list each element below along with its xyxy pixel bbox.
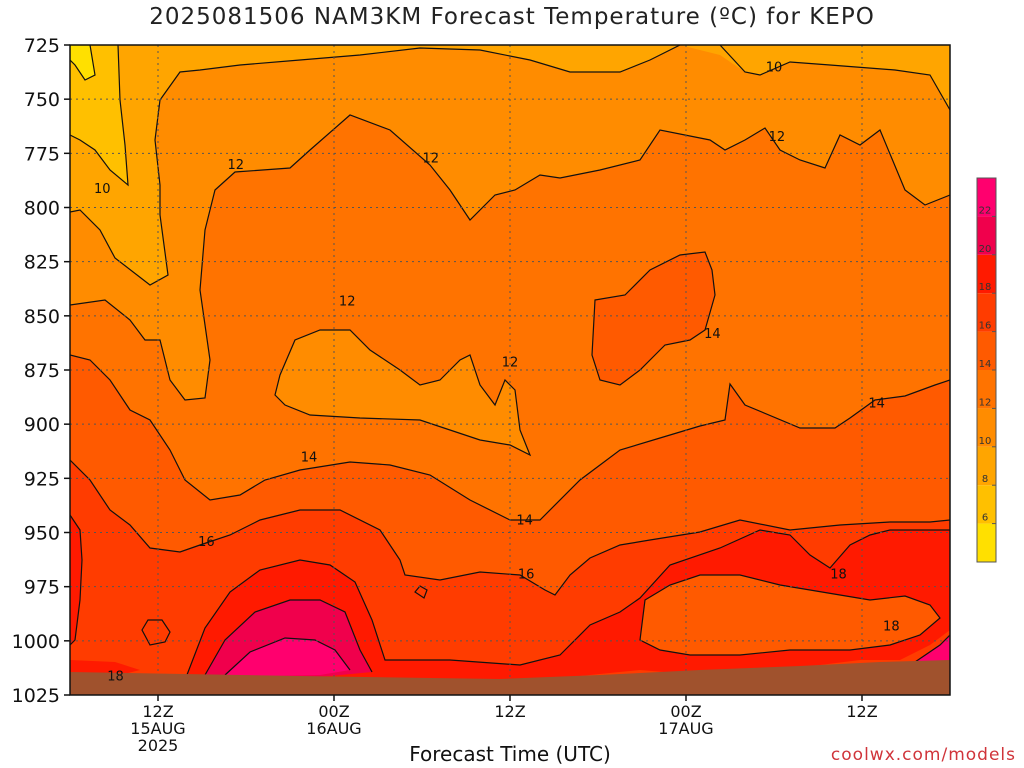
contour-label: 12 — [339, 295, 356, 310]
x-tick-label: 00Z — [318, 702, 349, 721]
y-tick-label: 825 — [24, 252, 60, 274]
contour-label: 12 — [423, 152, 440, 167]
contour-lines — [70, 45, 950, 681]
y-tick-label: 975 — [24, 577, 60, 599]
legend-swatch — [977, 293, 996, 332]
color-legend: 6 8 10 12 14 16 18 20 22 — [976, 177, 997, 563]
contour-20 — [204, 599, 373, 676]
legend-label: 8 — [982, 474, 988, 485]
contour-label: 14 — [704, 327, 721, 342]
contour-label: 12 — [227, 158, 244, 173]
x-tick-label: 12Z — [142, 702, 173, 721]
y-tick-label: 850 — [24, 306, 60, 328]
legend-swatch — [977, 408, 996, 447]
legend-label: 6 — [982, 513, 988, 524]
band-14-16-blob — [592, 252, 715, 385]
contour-16-inner — [639, 574, 941, 656]
x-axis-title: Forecast Time (UTC) — [409, 742, 611, 766]
contour-12-upper — [70, 114, 950, 401]
y-tick-label: 725 — [24, 35, 60, 57]
contour-label: 16 — [518, 568, 535, 583]
contour-label: 12 — [769, 130, 786, 145]
credit-link[interactable]: coolwx.com/models — [830, 745, 1016, 765]
contour-label: 18 — [107, 670, 124, 685]
legend-label: 22 — [979, 205, 992, 216]
x-tick-label: 2025 — [138, 736, 179, 755]
legend-swatch — [977, 370, 996, 409]
y-tick-label: 925 — [24, 468, 60, 490]
band-inner-16 — [640, 575, 940, 655]
y-tick-label: 800 — [24, 198, 60, 220]
contour-16 — [70, 459, 950, 596]
y-tick-label: 900 — [24, 414, 60, 436]
chart-title: 2025081506 NAM3KM Forecast Temperature (… — [149, 4, 875, 30]
contour-label: 10 — [766, 61, 783, 76]
x-tick-label: 15AUG — [130, 719, 185, 738]
contour-10-right — [719, 45, 950, 111]
contour-label: 12 — [502, 355, 519, 370]
contour-label: 10 — [94, 182, 111, 197]
contour-8 — [70, 45, 129, 187]
contour-label: 16 — [198, 535, 215, 550]
x-tick-label: 16AUG — [306, 719, 361, 738]
legend-swatch — [977, 216, 996, 255]
y-tick-label: 775 — [24, 143, 60, 165]
y-tick-label: 1025 — [12, 685, 60, 707]
legend-swatch — [977, 178, 996, 217]
band-10-12-upper — [70, 45, 950, 400]
legend-label: 18 — [979, 282, 992, 293]
band-22-24 — [225, 638, 350, 676]
x-tick-label: 12Z — [846, 702, 877, 721]
ground-terrain — [70, 660, 950, 695]
contour-tiny-loop — [414, 585, 428, 599]
gridlines — [70, 45, 950, 695]
legend-label: 12 — [979, 397, 992, 408]
legend-swatch — [977, 331, 996, 370]
contour-18-main — [184, 529, 950, 681]
y-tick-label: 875 — [24, 360, 60, 382]
x-tick-label: 00Z — [670, 702, 701, 721]
contour-22 — [224, 637, 351, 676]
legend-label: 10 — [979, 436, 992, 447]
y-tick-label: 1000 — [12, 631, 60, 653]
legend-swatch — [977, 446, 996, 486]
contour-20-right — [914, 634, 950, 663]
legend-swatch — [977, 254, 996, 294]
contour-label: 14 — [301, 451, 318, 466]
band-4-6 — [70, 45, 95, 80]
y-tick-label: 950 — [24, 523, 60, 545]
contour-label: 18 — [830, 568, 847, 583]
x-tick-label: 17AUG — [658, 719, 713, 738]
contour-12-blob — [274, 329, 532, 457]
legend-label: 16 — [979, 321, 992, 332]
contour-labels: 10 10 12 12 12 12 12 14 14 14 14 16 16 18 18 18 — [94, 61, 900, 685]
contour-label: 18 — [883, 620, 900, 635]
contour-small-loop — [141, 619, 171, 646]
contour-10 — [70, 45, 681, 286]
legend-swatch — [977, 523, 996, 562]
band-22-right — [915, 635, 950, 662]
plot-area — [70, 45, 950, 695]
contour-label: 14 — [516, 514, 533, 529]
legend-label: 20 — [979, 244, 992, 255]
contour-label: 14 — [868, 397, 885, 412]
contour-18-left — [70, 514, 83, 646]
contour-14-blob — [591, 251, 716, 386]
y-tick-label: 750 — [24, 89, 60, 111]
legend-swatch — [977, 485, 996, 524]
legend-label: 14 — [979, 359, 992, 370]
contour-6 — [70, 45, 96, 81]
y-axis: 725 750 775 800 825 850 875 900 925 950 975 1000 102… — [12, 35, 70, 707]
x-tick-label: 12Z — [494, 702, 525, 721]
